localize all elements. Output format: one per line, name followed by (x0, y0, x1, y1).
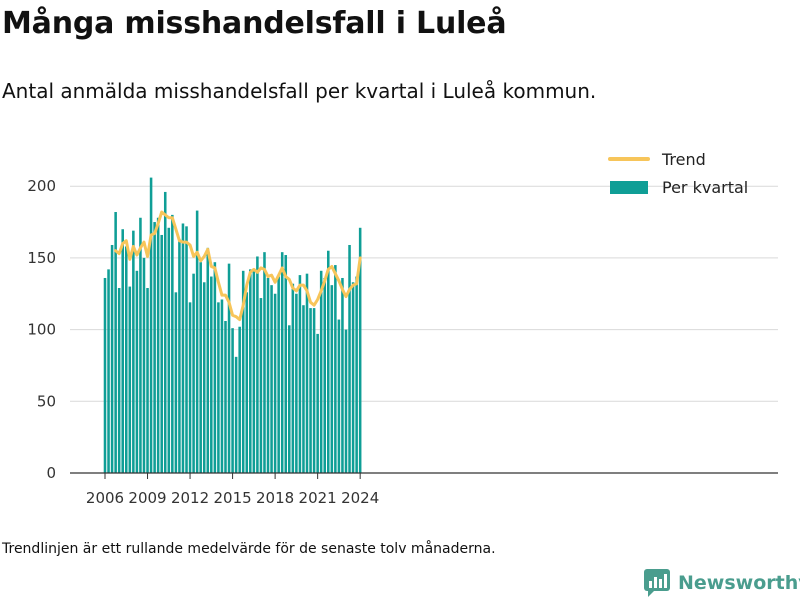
bar (107, 269, 110, 473)
bar (117, 288, 121, 473)
newsworthy-logo-icon (644, 569, 670, 597)
bar (202, 282, 206, 473)
y-tick-label: 150 (27, 249, 56, 267)
bar (309, 308, 312, 473)
bar (351, 282, 355, 473)
bar (142, 257, 146, 473)
bar (273, 293, 277, 473)
x-tick-label: 2015 (213, 489, 251, 507)
bar (312, 308, 316, 473)
footnote: Trendlinjen är ett rullande medelvärde f… (2, 541, 496, 557)
y-tick-label: 0 (46, 464, 56, 482)
bar (337, 319, 341, 473)
bar (227, 263, 231, 473)
bar (323, 277, 326, 473)
bar (132, 230, 135, 473)
bar (341, 277, 344, 473)
bar (167, 227, 171, 473)
x-tick-label: 2012 (171, 489, 209, 507)
bar (295, 293, 298, 473)
y-tick-label: 100 (27, 321, 56, 339)
y-tick-label: 50 (37, 392, 56, 410)
y-tick-label: 200 (27, 177, 56, 195)
bar (171, 214, 174, 473)
bar (316, 333, 319, 473)
x-tick-label: 2021 (299, 489, 337, 507)
bar (220, 299, 224, 473)
x-tick-label: 2009 (128, 489, 166, 507)
bar (121, 229, 124, 473)
bar (156, 217, 160, 473)
bar (195, 210, 199, 473)
bar (238, 326, 241, 473)
bar (259, 298, 263, 473)
bar (213, 262, 217, 473)
bar (305, 273, 309, 473)
brand-logo: Newsworthy (644, 569, 800, 597)
bar (355, 276, 358, 473)
bar (319, 270, 323, 473)
bar (334, 265, 337, 473)
bar (188, 302, 192, 473)
trend-line (114, 210, 362, 322)
x-tick-label: 2006 (86, 489, 124, 507)
bar (358, 227, 362, 473)
bar (163, 191, 167, 473)
bar (181, 223, 185, 473)
bar (344, 329, 348, 473)
x-tick-label: 2024 (341, 489, 379, 507)
bar (291, 283, 295, 473)
bar (270, 285, 273, 473)
bar (249, 269, 252, 473)
x-tick-label: 2018 (256, 489, 294, 507)
bar (217, 302, 220, 473)
bar (199, 262, 202, 473)
brand-name: Newsworthy (678, 572, 800, 594)
bar (330, 285, 334, 473)
bar (139, 217, 142, 473)
bar (241, 270, 245, 473)
bar (206, 247, 210, 473)
bar (128, 286, 132, 473)
legend-label-per-kvartal: Per kvartal (662, 178, 748, 197)
bar (348, 244, 351, 473)
bar (110, 244, 114, 473)
bar (103, 277, 107, 473)
bar (174, 292, 178, 473)
bar (284, 255, 288, 473)
bar (288, 325, 291, 473)
legend-label-trend: Trend (661, 150, 706, 169)
bar (256, 256, 259, 473)
bar (277, 276, 280, 473)
bar (280, 252, 284, 473)
bar (185, 226, 188, 473)
bar (245, 292, 249, 473)
bar (266, 277, 270, 473)
bar (178, 239, 181, 473)
bar (124, 246, 128, 473)
bar (153, 222, 156, 473)
bar (149, 177, 153, 473)
bar (302, 305, 305, 473)
bar (160, 234, 163, 473)
bar (252, 269, 256, 473)
bar (224, 321, 227, 473)
bar (263, 252, 266, 473)
legend-bar-swatch (610, 181, 648, 194)
bar (135, 270, 139, 473)
bar (327, 250, 330, 473)
bar (298, 275, 302, 473)
chart-subtitle: Antal anmälda misshandelsfall per kvarta… (2, 79, 597, 103)
chart-title: Många misshandelsfall i Luleå (2, 6, 507, 41)
bar (146, 288, 149, 473)
bar (234, 356, 238, 473)
bar (192, 273, 195, 473)
bar (210, 276, 213, 473)
bar (114, 212, 117, 473)
bar (231, 328, 234, 473)
